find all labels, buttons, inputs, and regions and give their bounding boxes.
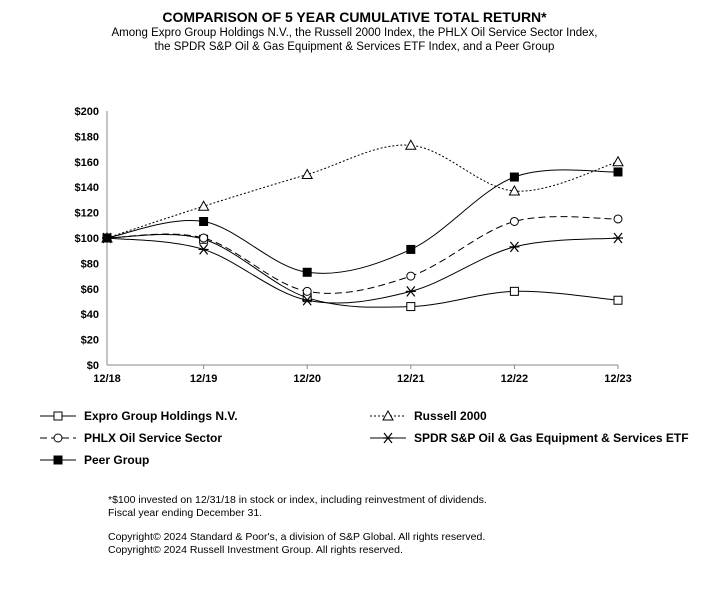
legend-marker (383, 432, 393, 444)
data-point-1 (404, 139, 417, 150)
data-point-2 (199, 233, 209, 243)
legend-marker (53, 455, 63, 465)
series-line-4 (106, 169, 619, 274)
data-point-0 (509, 286, 519, 296)
data-point-1 (508, 184, 521, 196)
y-tick-label: $140 (75, 182, 99, 194)
legend-label: SPDR S&P Oil & Gas Equipment & Services … (414, 431, 689, 445)
y-tick-label: $180 (75, 131, 99, 143)
x-tick-label: 12/18 (93, 373, 121, 385)
series-line-3 (106, 237, 619, 304)
data-point-4 (199, 216, 209, 226)
data-point-4 (406, 244, 416, 254)
y-tick-label: $160 (75, 157, 99, 169)
chart: $0 $20 $40 $60 $80 $100 $120 $140 $160 $180 $200 12… (75, 106, 632, 385)
footnote-fiscal-year: Fiscal year ending December 31. (108, 507, 263, 519)
data-point-0 (613, 295, 623, 305)
y-tick-label: $120 (75, 208, 99, 220)
y-tick-label: $40 (81, 309, 99, 321)
y-tick-label: $0 (87, 360, 99, 372)
y-tick-label: $100 (75, 233, 99, 245)
legend-label: Russell 2000 (414, 409, 487, 423)
legend-marker (382, 409, 394, 421)
chart-title: COMPARISON OF 5 YEAR CUMULATIVE TOTAL RE… (162, 9, 547, 25)
data-point-4 (509, 172, 519, 182)
data-point-3 (302, 294, 313, 306)
y-tick-label: $20 (81, 335, 99, 347)
x-tick-label: 12/21 (397, 373, 425, 385)
data-point-1 (197, 200, 210, 211)
data-point-4 (613, 167, 623, 177)
x-tick-label: 12/20 (293, 373, 321, 385)
copyright-sp: Copyright© 2024 Standard & Poor's, a div… (108, 531, 486, 543)
legend-label: Peer Group (84, 453, 150, 467)
legend-marker (53, 433, 63, 443)
y-tick-label: $60 (81, 284, 99, 296)
series-line-2 (106, 216, 619, 294)
data-point-0 (406, 302, 416, 312)
data-point-3 (405, 285, 416, 297)
data-point-2 (406, 271, 416, 281)
x-tick-label: 12/19 (190, 373, 218, 385)
legend-label: Expro Group Holdings N.V. (84, 409, 238, 423)
data-point-4 (302, 267, 312, 277)
y-tick-label: $80 (81, 258, 99, 270)
data-point-2 (509, 216, 519, 226)
data-point-2 (302, 286, 312, 296)
legend-marker (53, 411, 63, 421)
footnote-investment: *$100 invested on 12/31/18 in stock or i… (108, 494, 487, 506)
data-point-1 (612, 155, 624, 167)
y-tick-label: $200 (75, 106, 99, 118)
x-tick-label: 12/22 (501, 373, 529, 385)
data-point-1 (301, 168, 314, 179)
data-point-3 (198, 244, 209, 255)
legend-label: PHLX Oil Service Sector (84, 431, 223, 445)
chart-subtitle-line-1: Among Expro Group Holdings N.V., the Rus… (111, 27, 598, 39)
chart-subtitle-line-2: the SPDR S&P Oil & Gas Equipment & Servi… (154, 41, 555, 53)
data-point-2 (613, 214, 623, 224)
data-point-3 (509, 241, 520, 253)
x-tick-label: 12/23 (604, 373, 632, 385)
copyright-russell: Copyright© 2024 Russell Investment Group… (108, 544, 403, 556)
data-point-3 (613, 232, 623, 244)
data-point-4 (102, 233, 112, 243)
